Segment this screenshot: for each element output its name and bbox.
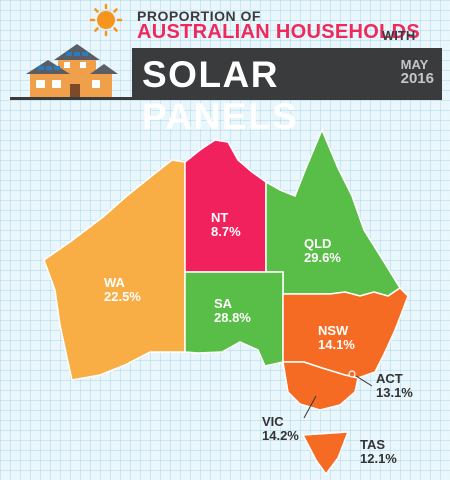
label-wa: WA 22.5% (104, 276, 141, 304)
date-month: MAY (400, 57, 429, 72)
label-qld: QLD 29.6% (304, 237, 341, 265)
label-wa-name: WA (104, 275, 125, 290)
label-tas: TAS 12.1% (360, 438, 397, 466)
header-illustration (26, 3, 123, 98)
label-act: ACT 13.1% (376, 372, 413, 400)
label-vic: VIC 14.2% (262, 415, 299, 443)
region-qld[interactable] (265, 128, 402, 297)
region-act[interactable] (348, 370, 356, 378)
label-sa: SA 28.8% (214, 297, 251, 325)
title-line2: AUSTRALIAN HOUSEHOLDS (137, 21, 420, 43)
label-vic-value: 14.2% (262, 428, 299, 443)
label-wa-value: 22.5% (104, 289, 141, 304)
label-nt: NT 8.7% (211, 211, 241, 239)
region-tas[interactable] (301, 431, 350, 476)
label-nsw-name: NSW (318, 323, 349, 338)
vic-pointer (303, 395, 317, 419)
date-block: MAY 2016 (401, 57, 434, 87)
divider-line (10, 97, 135, 100)
sun-icon (89, 3, 123, 37)
date-year: 2016 (400, 70, 434, 87)
label-sa-name: SA (214, 296, 233, 311)
title-line1: PROPORTION OF (137, 8, 261, 24)
house-icon (26, 44, 118, 98)
header: PROPORTION OF AUSTRALIAN HOUSEHOLDS WITH… (0, 0, 450, 137)
label-tas-name: TAS (360, 437, 386, 452)
title-banner: SOLAR PANELS MAY 2016 (132, 48, 442, 137)
region-wa[interactable] (43, 159, 186, 381)
label-nsw: NSW 14.1% (318, 324, 355, 352)
label-qld-value: 29.6% (304, 250, 341, 265)
label-sa-value: 28.8% (214, 310, 251, 325)
label-nsw-value: 14.1% (318, 337, 355, 352)
act-pointer (355, 375, 373, 387)
label-tas-value: 12.1% (360, 451, 397, 466)
label-nt-value: 8.7% (211, 224, 241, 239)
title-line2-suffix: WITH (382, 28, 416, 43)
label-act-name: ACT (376, 371, 403, 386)
label-vic-name: VIC (262, 414, 284, 429)
label-act-value: 13.1% (376, 385, 413, 400)
label-qld-name: QLD (304, 236, 332, 251)
label-nt-name: NT (211, 210, 229, 225)
region-vic[interactable] (282, 361, 359, 411)
region-nt[interactable] (184, 139, 267, 273)
main-title: SOLAR PANELS (142, 54, 299, 137)
